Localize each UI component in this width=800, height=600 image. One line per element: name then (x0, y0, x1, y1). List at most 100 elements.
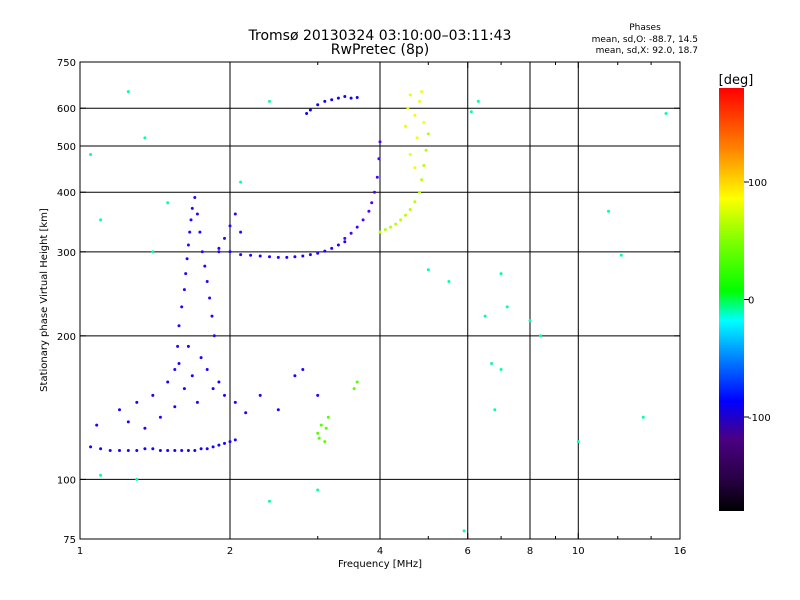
data-point (367, 209, 371, 213)
data-point (316, 488, 320, 492)
x-tick-label: 8 (527, 546, 533, 557)
axes: 1 2 4 6 8 10 16 75 100 200 300 400 500 600 750 (57, 58, 686, 557)
colorbar: [deg] 100 0 -100 (719, 73, 771, 511)
data-point (182, 288, 186, 292)
data-point (323, 99, 327, 103)
data-point (210, 314, 214, 318)
data-point (383, 228, 387, 232)
data-point (176, 344, 180, 348)
data-point (180, 449, 184, 452)
data-point (99, 447, 103, 451)
colorbar-tick-label: 100 (748, 178, 767, 189)
data-point (301, 368, 305, 371)
data-point (276, 255, 280, 259)
phases-legend: Phases mean, sd,O: -88.7, 14.5 mean, sd,… (592, 23, 698, 56)
data-point (420, 178, 424, 182)
data-point (239, 230, 243, 234)
data-point (158, 415, 162, 419)
data-point (426, 132, 430, 136)
data-point (352, 387, 356, 391)
data-point (370, 201, 374, 205)
data-point (408, 208, 412, 211)
data-point (324, 426, 328, 430)
data-point (108, 449, 112, 452)
data-point (184, 272, 188, 276)
phases-legend-x: mean, sd,X: 92.0, 18.7 (596, 46, 698, 56)
data-point (293, 255, 297, 259)
data-point (185, 257, 189, 261)
y-tick-label: 200 (57, 332, 76, 343)
colorbar-tick-label: -100 (748, 413, 771, 424)
data-point (607, 209, 610, 213)
data-point (211, 445, 215, 449)
data-point (641, 415, 645, 419)
data-point (135, 477, 139, 481)
y-tick-label: 750 (57, 58, 76, 69)
data-point (190, 206, 194, 210)
data-point (408, 93, 412, 97)
data-point (413, 200, 417, 204)
data-point (389, 225, 393, 229)
data-point (343, 236, 347, 240)
data-point (205, 447, 209, 451)
data-point (426, 268, 430, 272)
data-point (99, 218, 103, 222)
data-point (135, 449, 139, 452)
data-point (301, 254, 305, 258)
x-axis-label: Frequency [MHz] (338, 559, 422, 570)
data-point (180, 305, 184, 309)
data-point (408, 153, 412, 156)
data-point (285, 255, 289, 259)
data-point (490, 362, 494, 365)
y-axis-label: Stationary phase Virtual Height [km] (39, 208, 50, 392)
data-point (193, 449, 197, 452)
data-point (330, 98, 334, 102)
data-point (268, 499, 271, 503)
data-point (406, 106, 410, 110)
data-point (268, 99, 271, 103)
data-point (126, 90, 130, 94)
data-point (420, 90, 424, 94)
data-point (203, 264, 207, 268)
data-point (493, 408, 497, 412)
data-point (258, 254, 262, 258)
phases-legend-o: mean, sd,O: -88.7, 14.5 (592, 35, 698, 45)
data-point (499, 272, 503, 276)
data-point (158, 449, 162, 452)
data-point (126, 449, 130, 452)
data-point (239, 180, 243, 184)
data-point (217, 246, 221, 250)
data-point (305, 112, 309, 115)
data-point (413, 166, 417, 170)
data-point (205, 368, 209, 371)
data-point (151, 447, 155, 451)
data-point (186, 344, 190, 348)
chart-title: Tromsø 20130324 03:10:00–03:11:43 (248, 28, 512, 44)
data-point (349, 231, 353, 235)
data-point (223, 393, 226, 397)
data-point (355, 380, 359, 384)
data-point (323, 249, 327, 253)
data-point (619, 253, 623, 257)
data-point (186, 243, 190, 247)
y-tick-label: 500 (57, 142, 76, 153)
data-point (349, 96, 353, 100)
data-point (316, 103, 320, 107)
data-point (399, 218, 403, 222)
y-tick-label: 75 (63, 535, 76, 546)
data-point (462, 529, 466, 533)
data-point (394, 222, 398, 226)
data-point (404, 124, 407, 128)
x-tick-label: 16 (674, 546, 687, 557)
data-point (319, 423, 323, 427)
data-point (499, 368, 503, 371)
data-point (126, 420, 130, 424)
data-point (89, 153, 93, 156)
data-point (200, 250, 204, 254)
data-point (377, 157, 381, 161)
data-point (447, 280, 451, 283)
data-point (483, 314, 487, 318)
data-point (118, 449, 121, 452)
data-point (316, 251, 320, 255)
data-point (418, 190, 421, 194)
